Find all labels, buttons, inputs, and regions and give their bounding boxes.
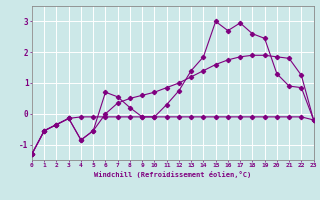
X-axis label: Windchill (Refroidissement éolien,°C): Windchill (Refroidissement éolien,°C) <box>94 171 252 178</box>
